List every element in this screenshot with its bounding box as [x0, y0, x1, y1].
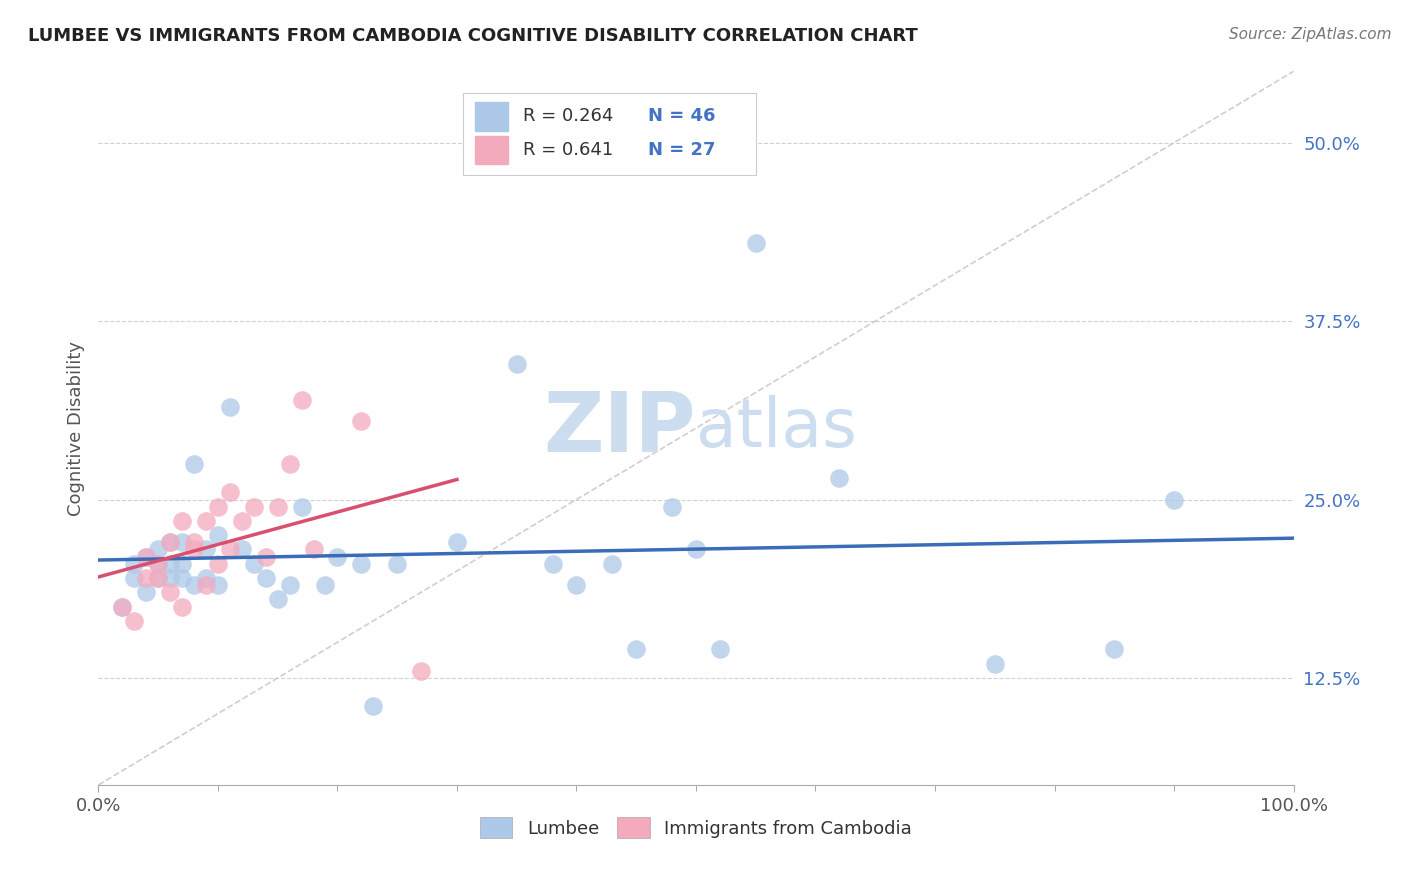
Point — [219, 542, 242, 557]
Text: ZIP: ZIP — [544, 388, 696, 468]
Point — [278, 578, 301, 592]
Point — [172, 514, 194, 528]
Point — [195, 542, 218, 557]
Point — [828, 471, 851, 485]
Point — [195, 514, 218, 528]
Point — [291, 500, 314, 514]
Point — [385, 557, 409, 571]
Point — [159, 535, 181, 549]
Point — [124, 571, 146, 585]
Point — [148, 557, 170, 571]
Point — [111, 599, 134, 614]
Point — [135, 549, 157, 564]
Point — [207, 557, 229, 571]
Point — [350, 414, 373, 428]
Point — [350, 557, 373, 571]
Point — [207, 500, 229, 514]
Point — [626, 642, 648, 657]
Text: LUMBEE VS IMMIGRANTS FROM CAMBODIA COGNITIVE DISABILITY CORRELATION CHART: LUMBEE VS IMMIGRANTS FROM CAMBODIA COGNI… — [28, 27, 918, 45]
Point — [159, 557, 181, 571]
Point — [565, 578, 588, 592]
Point — [148, 571, 170, 585]
Point — [267, 592, 290, 607]
Point — [124, 614, 146, 628]
Point — [219, 485, 242, 500]
Point — [661, 500, 683, 514]
Point — [231, 514, 253, 528]
Point — [135, 549, 157, 564]
Point — [278, 457, 301, 471]
Text: R = 0.264: R = 0.264 — [523, 107, 613, 125]
Point — [148, 571, 170, 585]
Point — [685, 542, 707, 557]
Point — [219, 400, 242, 414]
Point — [446, 535, 468, 549]
Point — [207, 578, 229, 592]
Point — [183, 535, 205, 549]
Point — [159, 535, 181, 549]
Point — [1163, 492, 1185, 507]
Point — [315, 578, 337, 592]
Point — [254, 571, 277, 585]
Point — [602, 557, 624, 571]
Point — [291, 392, 314, 407]
Point — [326, 549, 349, 564]
Point — [183, 542, 205, 557]
Point — [159, 585, 181, 599]
Text: Source: ZipAtlas.com: Source: ZipAtlas.com — [1229, 27, 1392, 42]
Text: N = 27: N = 27 — [648, 141, 716, 159]
Text: N = 46: N = 46 — [648, 107, 716, 125]
Text: atlas: atlas — [696, 395, 856, 461]
Point — [172, 571, 194, 585]
Point — [243, 500, 266, 514]
FancyBboxPatch shape — [463, 93, 756, 175]
Point — [243, 557, 266, 571]
Point — [1104, 642, 1126, 657]
Point — [411, 664, 433, 678]
FancyBboxPatch shape — [475, 102, 509, 130]
Point — [363, 699, 385, 714]
Point — [148, 542, 170, 557]
Point — [183, 578, 205, 592]
Point — [506, 357, 529, 371]
Point — [195, 578, 218, 592]
Point — [148, 557, 170, 571]
Point — [159, 571, 181, 585]
Point — [195, 571, 218, 585]
Text: R = 0.641: R = 0.641 — [523, 141, 613, 159]
Point — [135, 585, 157, 599]
Point — [111, 599, 134, 614]
Point — [124, 557, 146, 571]
Legend: Lumbee, Immigrants from Cambodia: Lumbee, Immigrants from Cambodia — [471, 808, 921, 847]
Point — [231, 542, 253, 557]
Point — [984, 657, 1007, 671]
Point — [254, 549, 277, 564]
Point — [207, 528, 229, 542]
Point — [172, 535, 194, 549]
Y-axis label: Cognitive Disability: Cognitive Disability — [66, 341, 84, 516]
Point — [267, 500, 290, 514]
Point — [172, 557, 194, 571]
Point — [135, 571, 157, 585]
Point — [302, 542, 325, 557]
Point — [183, 457, 205, 471]
Point — [745, 235, 768, 250]
Point — [172, 599, 194, 614]
FancyBboxPatch shape — [475, 136, 509, 164]
Point — [709, 642, 731, 657]
Point — [541, 557, 564, 571]
